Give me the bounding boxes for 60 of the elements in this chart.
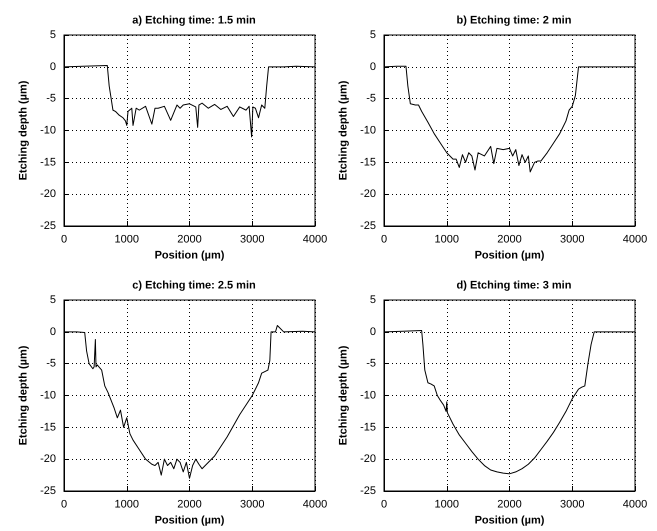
x-tick-label: 2000 bbox=[497, 498, 522, 510]
y-tick-label: 5 bbox=[370, 294, 376, 306]
y-tick-label: -5 bbox=[366, 358, 376, 370]
y-tick-label: -5 bbox=[46, 92, 56, 105]
y-tick-label: -25 bbox=[40, 485, 56, 497]
x-tick-label: 3000 bbox=[560, 234, 584, 246]
x-tick-label: 0 bbox=[60, 234, 68, 246]
x-tick-label: 0 bbox=[380, 234, 388, 246]
y-tick-label: 0 bbox=[370, 60, 376, 73]
y-tick-label: -5 bbox=[366, 92, 376, 105]
x-tick-label: 3000 bbox=[240, 498, 264, 510]
y-tick-label: -5 bbox=[46, 358, 56, 370]
y-tick-label: -25 bbox=[360, 485, 376, 497]
x-tick-label: 3000 bbox=[240, 234, 264, 246]
y-axis-title: Etching depth (µm) bbox=[338, 345, 350, 446]
y-tick-label: 0 bbox=[50, 326, 56, 338]
y-axis-title: Etching depth (µm) bbox=[338, 80, 350, 180]
chart-title: a) Etching time: 1.5 min bbox=[132, 14, 256, 26]
x-tick-label: 4000 bbox=[622, 234, 648, 246]
y-axis-title: Etching depth (µm) bbox=[18, 345, 30, 446]
x-axis-title: Position (µm) bbox=[474, 249, 545, 262]
y-axis-title: Etching depth (µm) bbox=[18, 80, 30, 180]
y-tick-label: 5 bbox=[370, 29, 376, 41]
y-tick-label: -10 bbox=[360, 124, 376, 136]
x-axis-title: Position (µm) bbox=[154, 249, 225, 262]
y-tick-label: -20 bbox=[360, 453, 376, 466]
y-tick-label: 0 bbox=[50, 60, 56, 73]
x-tick-label: 2000 bbox=[497, 234, 522, 246]
y-tick-label: 5 bbox=[50, 294, 56, 306]
y-tick-label: -25 bbox=[360, 220, 376, 232]
y-tick-label: -15 bbox=[40, 156, 56, 168]
x-tick-label: 4000 bbox=[302, 234, 328, 246]
y-tick-label: -20 bbox=[40, 453, 56, 466]
y-tick-label: -10 bbox=[40, 124, 56, 136]
x-tick-label: 4000 bbox=[302, 498, 328, 510]
y-tick-label: 0 bbox=[370, 326, 376, 338]
x-tick-label: 2000 bbox=[177, 234, 202, 246]
y-tick-label: -10 bbox=[360, 390, 376, 402]
x-tick-label: 2000 bbox=[177, 498, 202, 510]
y-tick-label: -15 bbox=[40, 421, 56, 434]
y-tick-label: -20 bbox=[40, 188, 56, 200]
x-tick-label: 1000 bbox=[114, 234, 139, 246]
y-tick-label: -25 bbox=[40, 220, 56, 232]
y-tick-label: -10 bbox=[40, 390, 56, 402]
x-tick-label: 1000 bbox=[114, 498, 139, 510]
x-axis-title: Position (µm) bbox=[474, 514, 545, 526]
chart-title: b) Etching time: 2 min bbox=[456, 14, 572, 26]
x-axis-title: Position (µm) bbox=[154, 514, 225, 526]
x-tick-label: 1000 bbox=[434, 234, 459, 246]
chart-title: c) Etching time: 2.5 min bbox=[132, 280, 256, 292]
y-tick-label: -15 bbox=[360, 421, 376, 434]
x-tick-label: 0 bbox=[60, 498, 68, 510]
x-tick-label: 0 bbox=[380, 498, 388, 510]
y-tick-label: -15 bbox=[360, 156, 376, 168]
y-tick-label: 5 bbox=[50, 29, 56, 41]
chart-title: d) Etching time: 3 min bbox=[456, 280, 572, 292]
y-tick-label: -20 bbox=[360, 188, 376, 200]
x-tick-label: 4000 bbox=[622, 498, 648, 510]
x-tick-label: 1000 bbox=[434, 498, 459, 510]
x-tick-label: 3000 bbox=[560, 498, 584, 510]
